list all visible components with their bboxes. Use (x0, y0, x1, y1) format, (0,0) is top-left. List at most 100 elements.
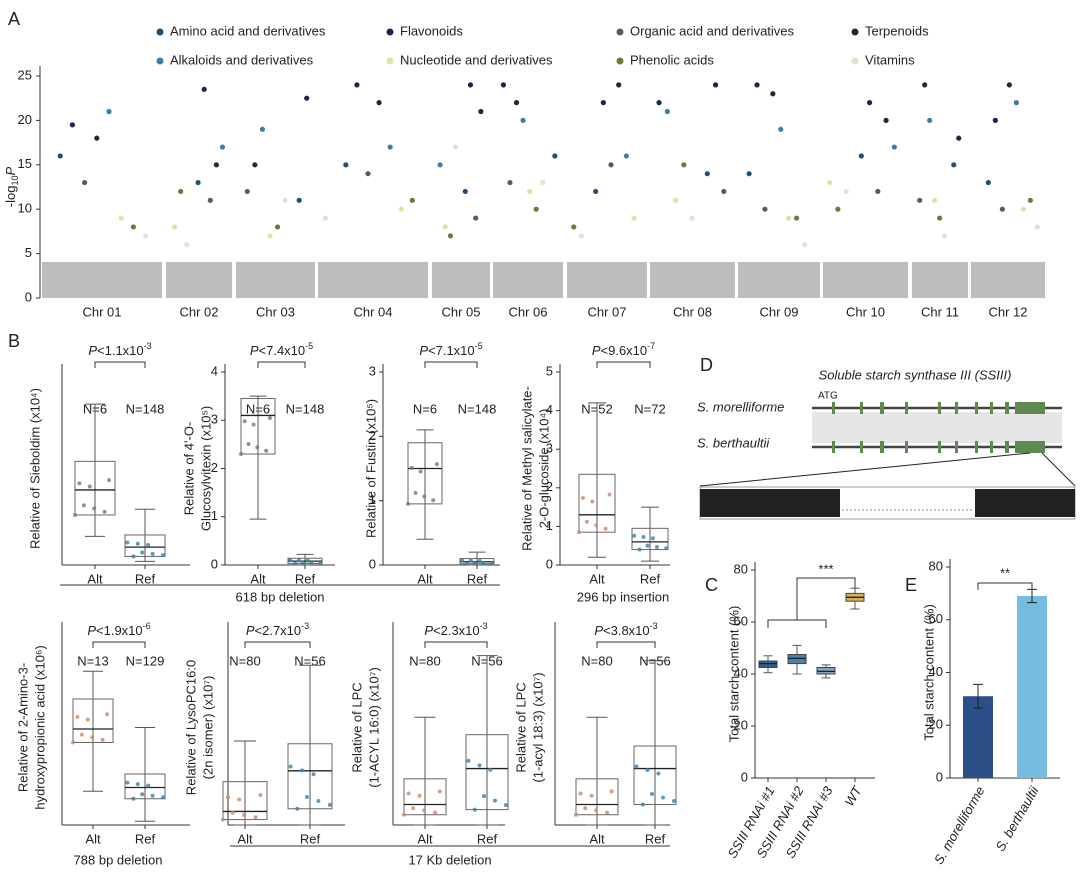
jitter-dot (102, 509, 107, 514)
y-tick-label: 0 (211, 556, 218, 571)
data-point (143, 233, 149, 239)
box (578, 473, 616, 533)
p-base: <1.9x10 (96, 623, 143, 638)
p-exp: -3 (301, 621, 309, 631)
data-point (631, 215, 637, 221)
data-point (219, 144, 226, 150)
jitter-dot (267, 415, 272, 420)
significance-label: *** (818, 561, 833, 576)
panel-label: C (705, 575, 718, 595)
jitter-dot (309, 560, 314, 565)
jitter-dot (664, 546, 669, 551)
y-axis-label: Relative of Methyl salicylate- (519, 386, 534, 551)
jitter-dot (264, 448, 269, 453)
p-exp: -5 (475, 341, 483, 351)
x-tick-label: Alt (237, 831, 253, 846)
p-exp: -3 (144, 341, 152, 351)
jitter-dot (75, 714, 80, 719)
data-point (721, 188, 727, 195)
y-tick-label: 2 (369, 428, 376, 443)
jitter-dot (246, 442, 251, 447)
data-point (932, 197, 938, 203)
jitter-dot (85, 717, 90, 722)
jitter-dot (574, 812, 578, 817)
jitter-dot (490, 561, 495, 566)
jitter-dot (650, 536, 655, 541)
p-value: P<2.7x10-3 (246, 621, 309, 638)
significance-bracket (424, 641, 488, 648)
data-point (778, 126, 784, 132)
data-point (891, 144, 897, 150)
p-base: <7.4x10 (259, 343, 306, 358)
significance-bracket (767, 577, 856, 628)
y-tick-label: 3 (211, 412, 218, 427)
jitter-dot (434, 462, 439, 467)
data-point (398, 206, 404, 212)
data-point (259, 126, 266, 132)
legend-label: Terpenoids (865, 23, 929, 38)
data-point (533, 206, 539, 212)
jitter-dot (583, 806, 588, 811)
data-point (608, 162, 614, 168)
jitter-dot (100, 737, 105, 742)
jitter-dot (135, 541, 140, 546)
data-point (985, 179, 991, 186)
panel-label: B (8, 331, 20, 351)
p-exp: -3 (650, 621, 658, 631)
jitter-dot (81, 503, 86, 508)
data-point (793, 215, 800, 221)
x-tick-label: S. berthaultii (992, 783, 1042, 854)
data-point (94, 135, 100, 141)
data-point (858, 153, 864, 159)
jitter-dot (90, 735, 95, 740)
jitter-dot (251, 422, 256, 427)
p-prefix: P (250, 343, 259, 358)
y-tick-label: 10 (18, 201, 32, 216)
y-label-part: 10 (10, 175, 20, 185)
group-label: 618 bp deletion (236, 589, 325, 604)
data-point (917, 197, 923, 203)
data-point (252, 162, 258, 168)
jitter-dot (406, 791, 411, 796)
jitter-dot (607, 492, 612, 497)
data-point (623, 153, 629, 159)
data-point (826, 179, 833, 186)
data-point (130, 224, 137, 230)
p-value: P<7.4x10-5 (250, 341, 313, 358)
p-value: P<9.6x10-7 (592, 341, 655, 358)
p-base: <2.7x10 (255, 623, 302, 638)
n-label: N=148 (458, 401, 497, 416)
significance-bracket (244, 641, 311, 648)
p-prefix: P (592, 343, 601, 358)
data-point (835, 206, 841, 212)
data-point (875, 188, 881, 195)
jitter-dot (295, 806, 300, 811)
start-label: ATG (818, 391, 838, 402)
sequence-block (997, 489, 1075, 517)
background-band (650, 262, 735, 298)
p-value: P<3.8x10-3 (594, 621, 657, 638)
jitter-dot (472, 807, 477, 812)
jitter-dot (641, 535, 646, 540)
p-exp: -6 (143, 621, 151, 631)
jitter-dot (584, 519, 589, 524)
jitter-dot (603, 526, 608, 531)
jitter-dot (580, 496, 585, 501)
jitter-dot (431, 498, 436, 503)
y-axis-label: Relative of 4'-O- (181, 422, 196, 516)
x-tick-label: Chr 06 (508, 304, 547, 319)
exons (832, 402, 1045, 453)
data-point (201, 86, 207, 92)
x-tick-label: Chr 01 (82, 304, 121, 319)
y-axis-label: Relative of 2-Amino-3- (15, 663, 30, 792)
error-bar (973, 683, 983, 709)
data-point (473, 215, 479, 221)
legend-label: Nucleotide and derivatives (400, 52, 553, 67)
x-tick-label: Chr 09 (759, 304, 798, 319)
data-point (1006, 82, 1012, 88)
data-point (681, 162, 687, 168)
n-label: N=56 (294, 653, 325, 668)
data-point (704, 171, 710, 177)
data-point (883, 117, 889, 123)
data-point (801, 242, 808, 248)
